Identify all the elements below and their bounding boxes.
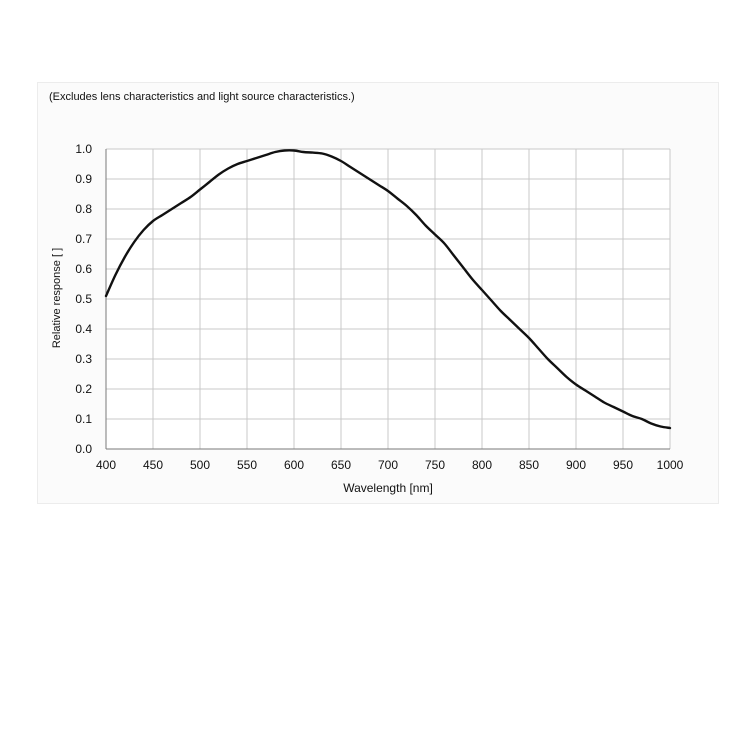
x-tick-label: 950 — [613, 458, 633, 472]
y-tick-label: 0.6 — [75, 262, 92, 276]
x-axis-label: Wavelength [nm] — [343, 481, 433, 495]
series-line — [104, 149, 672, 430]
x-tick-label: 600 — [284, 458, 304, 472]
y-tick-label: 0.1 — [75, 412, 92, 426]
y-tick-label: 0.4 — [75, 322, 92, 336]
x-tick-label: 1000 — [657, 458, 684, 472]
x-tick-label: 900 — [566, 458, 586, 472]
y-tick-label: 0.3 — [75, 352, 92, 366]
y-axis-label: Relative response [ ] — [51, 248, 63, 348]
x-tick-label: 500 — [190, 458, 210, 472]
y-tick-label: 0.8 — [75, 202, 92, 216]
x-tick-label: 750 — [425, 458, 445, 472]
y-tick-label: 0.0 — [75, 442, 92, 456]
grid — [105, 148, 671, 450]
chart-note: (Excludes lens characteristics and light… — [49, 91, 355, 103]
x-tick-label: 800 — [472, 458, 492, 472]
x-tick-label: 450 — [143, 458, 163, 472]
x-tick-label: 850 — [519, 458, 539, 472]
y-tick-label: 0.5 — [75, 292, 92, 306]
y-tick-label: 0.9 — [75, 172, 92, 186]
tick-labels: 400 450 500 550 600 650 700 750 800 850 900 950 1000… — [75, 142, 683, 472]
y-tick-label: 0.2 — [75, 382, 92, 396]
x-tick-label: 650 — [331, 458, 351, 472]
y-tick-label: 1.0 — [75, 142, 92, 156]
y-tick-label: 0.7 — [75, 232, 92, 246]
axes — [105, 149, 670, 450]
x-tick-label: 400 — [96, 458, 116, 472]
x-tick-label: 550 — [237, 458, 257, 472]
series-layer — [104, 149, 672, 430]
x-tick-label: 700 — [378, 458, 398, 472]
